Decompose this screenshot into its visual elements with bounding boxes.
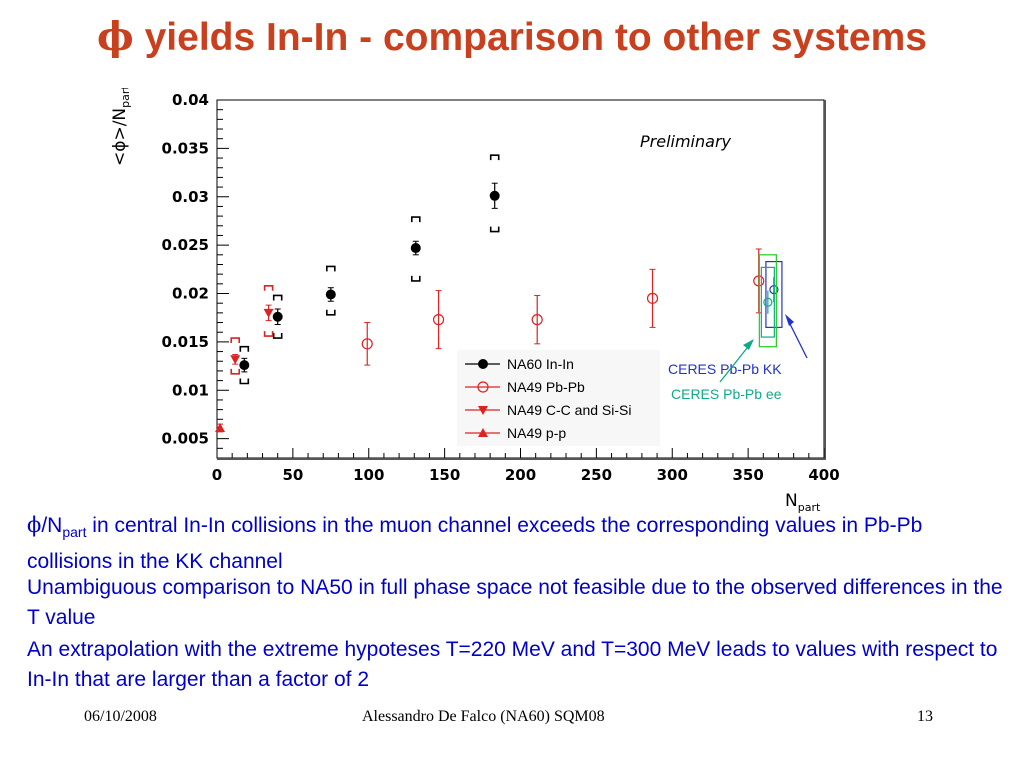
systematic-bracket	[326, 309, 336, 316]
data-marks	[215, 154, 783, 433]
x-tick-label: 200	[505, 466, 536, 484]
ceres-sys-box	[760, 266, 775, 338]
phi-yield-chart: 0 50 100 150 200 250 300 350 400 0.005 0.01 0.015 0.…	[110, 88, 840, 514]
systematic-bracket	[272, 333, 283, 339]
systematic-bracket	[272, 294, 283, 301]
data-point	[531, 314, 543, 326]
systematic-bracket	[230, 337, 241, 344]
title-phi-symbol: ϕ	[97, 14, 134, 60]
data-point	[432, 314, 445, 326]
data-point	[361, 338, 373, 350]
data-point	[263, 308, 274, 318]
y-tick-label: 0.035	[162, 139, 209, 157]
svg-text:<ϕ>/Npart: <ϕ>/Npart	[110, 88, 132, 166]
y-tick-label: 0.005	[162, 430, 209, 448]
legend-label: NA49 C-C and Si-Si	[507, 402, 632, 418]
x-axis-label-sub: part	[798, 501, 821, 514]
legend-marker	[477, 381, 489, 393]
plot-frame-shadow-right	[824, 100, 826, 460]
para1-sub: part	[62, 524, 87, 541]
ceres-kk-label: CERES Pb-Pb KK	[668, 361, 782, 377]
systematic-bracket	[263, 284, 274, 291]
x-axis-label: N	[785, 491, 798, 511]
systematic-bracket	[489, 226, 500, 233]
x-tick-label: 300	[657, 466, 688, 484]
y-axis-title: <ϕ>/Npart	[110, 88, 132, 166]
ceres-kk-arrowhead	[785, 314, 794, 326]
para1-n: /N	[41, 514, 63, 537]
ceres-ee-arrow	[719, 342, 752, 383]
ceres-labels: CERES Pb-Pb KK CERES Pb-Pb ee	[668, 314, 808, 402]
x-tick-label: 250	[581, 466, 612, 484]
y-tick-label: 0.02	[172, 285, 209, 303]
footer-date: 06/10/2008	[84, 708, 157, 725]
data-point	[325, 289, 336, 300]
data-point	[646, 292, 659, 304]
legend-marker	[478, 428, 488, 437]
data-point	[489, 190, 500, 201]
x-tick-label: 350	[732, 466, 763, 484]
y-axis-label: <ϕ>/N	[110, 108, 130, 166]
y-tick-label: 0.03	[172, 188, 209, 206]
y-tick-label: 0.015	[162, 333, 209, 351]
systematic-bracket	[263, 331, 274, 337]
y-tick-label: 0.025	[162, 236, 209, 254]
systematic-bracket	[239, 378, 250, 385]
ceres-ee-label: CERES Pb-Pb ee	[671, 386, 782, 402]
data-point	[239, 360, 250, 371]
title-text: yields In-In - comparison to other syste…	[133, 16, 927, 59]
data-point	[753, 275, 765, 287]
systematic-bracket	[410, 216, 421, 223]
para1-text: in central In-In collisions in the muon …	[27, 514, 923, 574]
paragraph-2: Unambiguous comparison to NA50 in full p…	[27, 576, 1003, 629]
legend-label: NA49 p-p	[507, 425, 566, 441]
ceres-sys-box	[758, 254, 777, 348]
systematic-bracket	[489, 154, 500, 161]
axes: 0 50 100 150 200 250 300 350 400 0.005 0.01 0.015 0.…	[162, 91, 840, 484]
x-tick-label: 100	[353, 466, 384, 484]
legend: NA60 In-In NA49 Pb-Pb NA49 C-C and Si-Si NA…	[457, 350, 660, 446]
ceres-ee-arrowhead	[743, 339, 754, 350]
footer-page-number: 13	[917, 708, 933, 725]
x-axis-title: Npart	[785, 491, 821, 514]
ceres-point	[763, 297, 773, 307]
x-tick-label: 150	[429, 466, 460, 484]
slide-title: ϕ yields In-In - comparison to other sys…	[0, 14, 1024, 60]
legend-label: NA60 In-In	[507, 356, 574, 372]
systematic-bracket	[410, 275, 421, 282]
plot-frame-shadow	[217, 458, 825, 460]
y-axis-label-sub: part	[119, 88, 132, 108]
legend-marker	[478, 359, 488, 369]
legend-marker	[478, 406, 488, 415]
paragraph-3: An extrapolation with the extreme hypote…	[27, 638, 998, 691]
x-tick-label: 400	[808, 466, 839, 484]
y-tick-label: 0.01	[172, 381, 209, 399]
paragraph-1: ϕ/Npart in central In-In collisions in t…	[27, 510, 1007, 577]
preliminary-annotation: Preliminary	[640, 132, 732, 151]
data-point	[230, 355, 241, 365]
footer-author: Alessandro De Falco (NA60) SQM08	[362, 708, 605, 725]
x-tick-label: 50	[282, 466, 303, 484]
systematic-bracket	[326, 265, 336, 272]
systematic-bracket	[230, 368, 241, 375]
data-point	[272, 311, 283, 322]
legend-box	[457, 350, 660, 446]
legend-label: NA49 Pb-Pb	[507, 379, 585, 395]
y-tick-label: 0.04	[172, 91, 209, 109]
data-point	[215, 423, 226, 433]
systematic-bracket	[239, 345, 250, 352]
x-tick-label: 0	[212, 466, 222, 484]
para1-phi-symbol: ϕ	[27, 513, 42, 537]
data-point	[410, 243, 421, 254]
